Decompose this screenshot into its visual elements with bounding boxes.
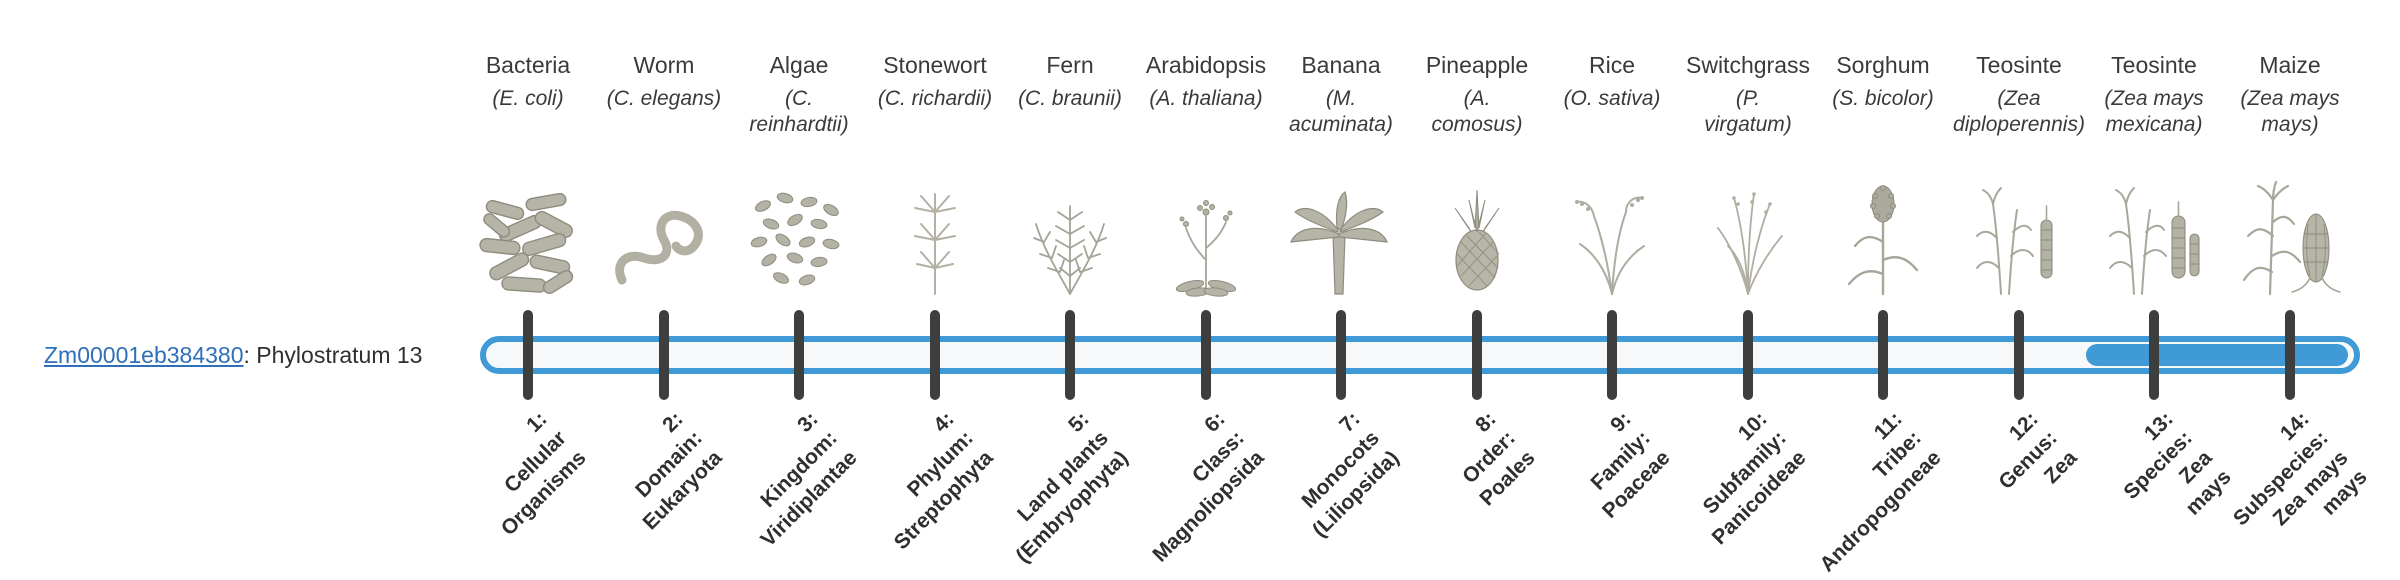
- organism-name: Fern: [1046, 52, 1094, 78]
- organism-scientific-name: (C. braunii): [1018, 87, 1122, 110]
- phylostratum-tick-2: [659, 310, 669, 400]
- organism-name: Maize: [2259, 52, 2321, 78]
- organism-scientific-name: (Zea diploperennis): [1953, 87, 2085, 137]
- phylostratum-tick-3: [794, 310, 804, 400]
- organism-column-arabidopsis: Arabidopsis (A. thaliana): [1131, 52, 1281, 298]
- organism-scientific-name: (Zea mays mays): [2240, 87, 2340, 137]
- organism-column-fern: Fern (C. braunii): [995, 52, 1145, 298]
- phylostratum-tick-1: [523, 310, 533, 400]
- phylostratum-timeline-bar: [480, 336, 2360, 374]
- rice-illustration: [1537, 150, 1687, 298]
- organism-scientific-name: (S. bicolor): [1832, 87, 1934, 110]
- arabidopsis-illustration: [1131, 150, 1281, 298]
- organism-scientific-name: (C. elegans): [606, 87, 722, 110]
- organism-name: Switchgrass: [1686, 52, 1810, 78]
- organism-column-maize: Maize (Zea mays mays): [2215, 52, 2365, 298]
- teosinte-diploperennis-illustration: [1944, 150, 2094, 298]
- organism-name: Pineapple: [1425, 52, 1529, 78]
- organism-column-banana: Banana (M. acuminata): [1266, 52, 1416, 298]
- organism-column-pineapple: Pineapple (A. comosus): [1402, 52, 1552, 298]
- organism-name: Arabidopsis: [1145, 52, 1267, 78]
- organism-name: Teosinte: [2111, 52, 2197, 78]
- phylostratum-tick-14: [2285, 310, 2295, 400]
- phylostratum-tick-9: [1607, 310, 1617, 400]
- organism-scientific-name: (A. comosus): [1431, 87, 1523, 137]
- fern-illustration: [995, 150, 1145, 298]
- maize-illustration: [2215, 150, 2365, 298]
- organism-name: Teosinte: [1976, 52, 2062, 78]
- organism-name: Sorghum: [1836, 52, 1930, 78]
- organism-name: Stonewort: [883, 52, 987, 78]
- phylostratum-tick-13: [2149, 310, 2159, 400]
- bacteria-illustration: [453, 150, 603, 298]
- organism-scientific-name: (M. acuminata): [1289, 87, 1393, 137]
- pineapple-illustration: [1402, 150, 1552, 298]
- organism-column-teosinte-mexicana: Teosinte (Zea mays mexicana): [2079, 52, 2229, 298]
- worm-illustration: [589, 150, 739, 298]
- organism-name: Rice: [1588, 52, 1635, 78]
- sorghum-illustration: [1808, 150, 1958, 298]
- organism-column-sorghum: Sorghum (S. bicolor): [1808, 52, 1958, 298]
- organism-scientific-name: (P. virgatum): [1704, 87, 1792, 137]
- phylostratum-tick-5: [1065, 310, 1075, 400]
- organism-scientific-name: (A. thaliana): [1149, 87, 1263, 110]
- organism-scientific-name: (C. reinhardtii): [749, 87, 849, 137]
- organism-name: Bacteria: [485, 52, 571, 78]
- algae-illustration: [724, 150, 874, 298]
- gene-phylostratum-text: : Phylostratum 13: [243, 342, 423, 368]
- phylostratum-tick-11: [1878, 310, 1888, 400]
- timeline-highlight-segment: [2086, 344, 2348, 366]
- organism-column-stonewort: Stonewort (C. richardii): [860, 52, 1010, 298]
- phylostratum-tick-4: [930, 310, 940, 400]
- organism-name: Banana: [1301, 52, 1381, 78]
- gene-link[interactable]: Zm00001eb384380: [44, 342, 244, 368]
- organism-scientific-name: (E. coli): [492, 87, 564, 110]
- organism-column-worm: Worm (C. elegans): [589, 52, 739, 298]
- gene-label: Zm00001eb384380: Phylostratum 13: [44, 342, 422, 369]
- phylostratum-tick-6: [1201, 310, 1211, 400]
- organism-scientific-name: (Zea mays mexicana): [2104, 87, 2204, 137]
- organism-column-bacteria: Bacteria (E. coli): [453, 52, 603, 298]
- organism-column-rice: Rice (O. sativa): [1537, 52, 1687, 298]
- phylostratum-tick-8: [1472, 310, 1482, 400]
- organism-name: Worm: [633, 52, 695, 78]
- phylostratum-tick-12: [2014, 310, 2024, 400]
- phylostratum-tick-10: [1743, 310, 1753, 400]
- stonewort-illustration: [860, 150, 1010, 298]
- switchgrass-illustration: [1673, 150, 1823, 298]
- banana-illustration: [1266, 150, 1416, 298]
- organism-scientific-name: (O. sativa): [1563, 87, 1661, 110]
- teosinte-mexicana-illustration: [2079, 150, 2229, 298]
- organism-name: Algae: [769, 52, 829, 78]
- organism-column-switchgrass: Switchgrass (P. virgatum): [1673, 52, 1823, 298]
- organism-column-algae: Algae (C. reinhardtii): [724, 52, 874, 298]
- organism-scientific-name: (C. richardii): [877, 87, 993, 110]
- phylostratum-tick-7: [1336, 310, 1346, 400]
- organism-column-teosinte-diploperennis: Teosinte (Zea diploperennis): [1944, 52, 2094, 298]
